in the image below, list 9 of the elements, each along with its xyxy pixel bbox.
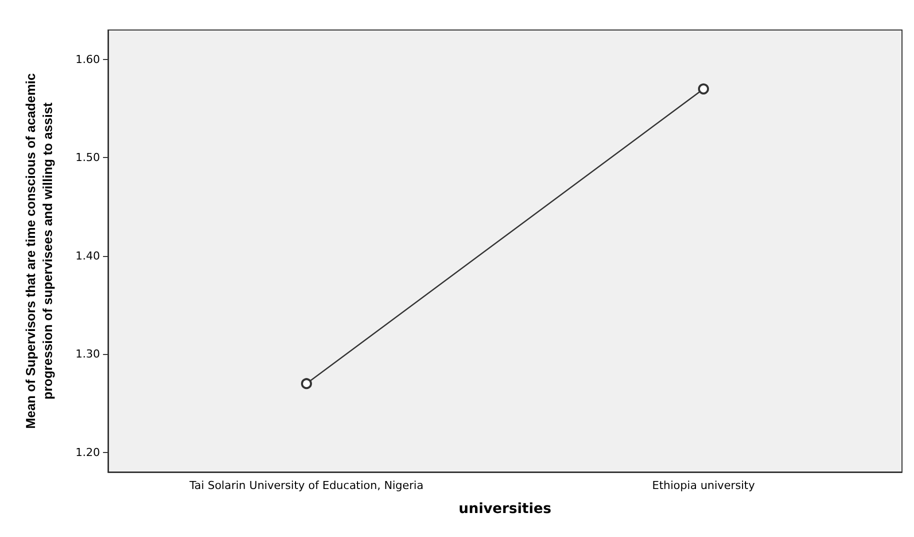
y-tick-label: 1.20 [76, 446, 100, 459]
y-tick-label: 1.30 [76, 348, 100, 361]
x-tick-label: Ethiopia university [652, 479, 756, 492]
x-axis-title: universities [458, 501, 552, 517]
y-tick-label: 1.60 [76, 52, 100, 66]
y-axis-title: Mean of Supervisors that are time conscious of academic progression of supervisees and willing to assist [23, 73, 55, 429]
y-tick-label: 1.50 [76, 151, 100, 164]
y-tick-label: 1.40 [76, 249, 100, 262]
x-tick-label: Tai Solarin University of Education, Nigeria [188, 479, 424, 492]
